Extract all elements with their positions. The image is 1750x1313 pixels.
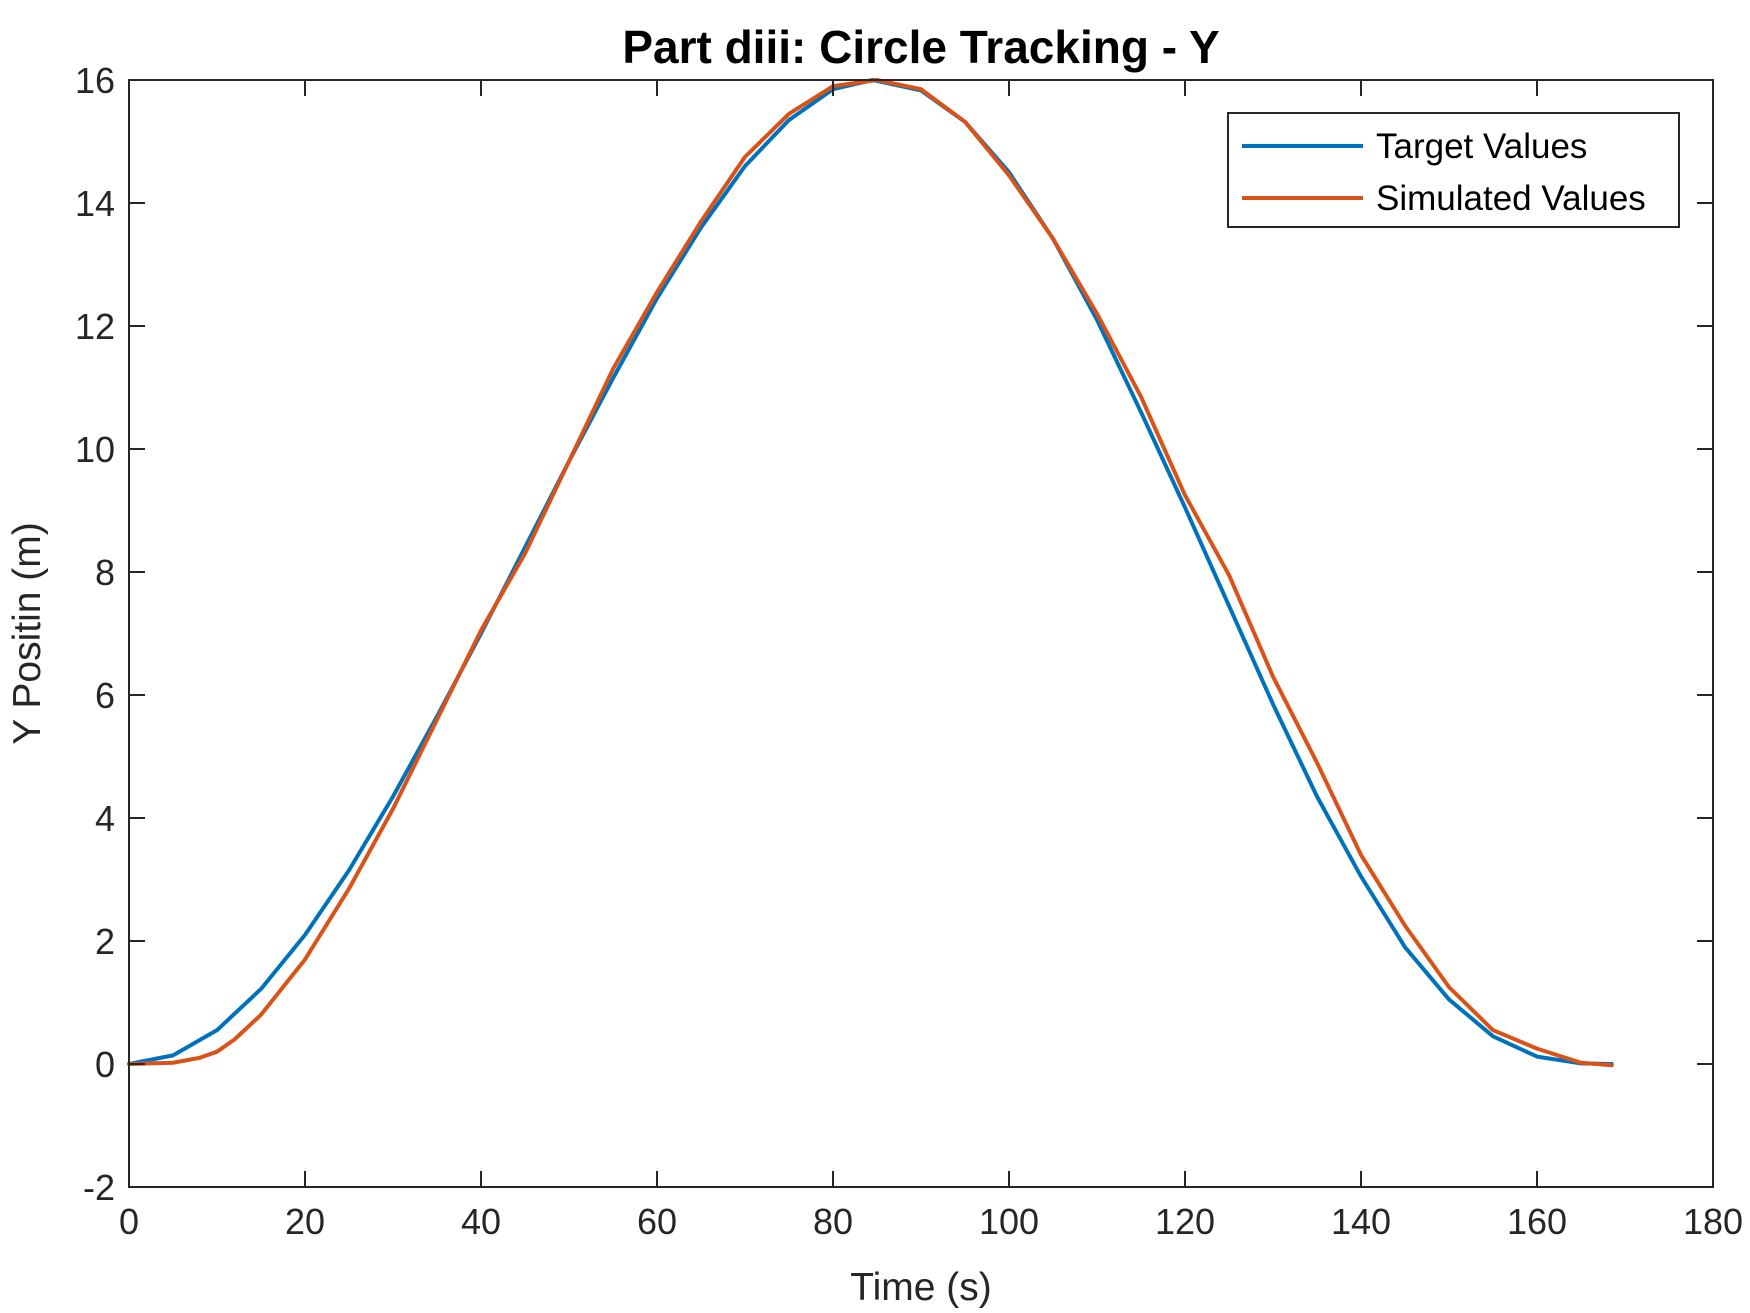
y-tick-label: 16	[75, 60, 115, 101]
y-tick-label: 14	[75, 183, 115, 224]
x-tick-label: 40	[461, 1201, 501, 1242]
x-tick-label: 120	[1155, 1201, 1215, 1242]
y-tick-label: 12	[75, 306, 115, 347]
x-axis-label: Time (s)	[850, 1266, 992, 1309]
x-tick-label: 180	[1683, 1201, 1743, 1242]
y-tick-label: 0	[95, 1044, 115, 1085]
x-tick-label: 20	[285, 1201, 325, 1242]
x-tick-label: 160	[1507, 1201, 1567, 1242]
chart-title: Part diii: Circle Tracking - Y	[622, 21, 1219, 73]
x-tick-label: 100	[979, 1201, 1039, 1242]
y-tick-label: 6	[95, 675, 115, 716]
y-axis-label: Y Positin (m)	[6, 522, 49, 745]
y-tick-label: 2	[95, 921, 115, 962]
legend-label: Target Values	[1376, 127, 1587, 166]
x-tick-label: 0	[119, 1201, 139, 1242]
legend-label: Simulated Values	[1376, 179, 1646, 218]
plot-frame	[128, 79, 1714, 1188]
y-tick-label: 10	[75, 429, 115, 470]
plot-area	[129, 80, 1713, 1187]
legend-box	[1227, 112, 1680, 228]
x-tick-label: 140	[1331, 1201, 1391, 1242]
x-tick-label: 60	[637, 1201, 677, 1242]
y-tick-label: 4	[95, 798, 115, 839]
y-tick-label: 8	[95, 552, 115, 593]
legend: Target Values Simulated Values	[1227, 112, 1680, 228]
x-tick-label: 80	[813, 1201, 853, 1242]
y-tick-label: -2	[83, 1167, 115, 1208]
